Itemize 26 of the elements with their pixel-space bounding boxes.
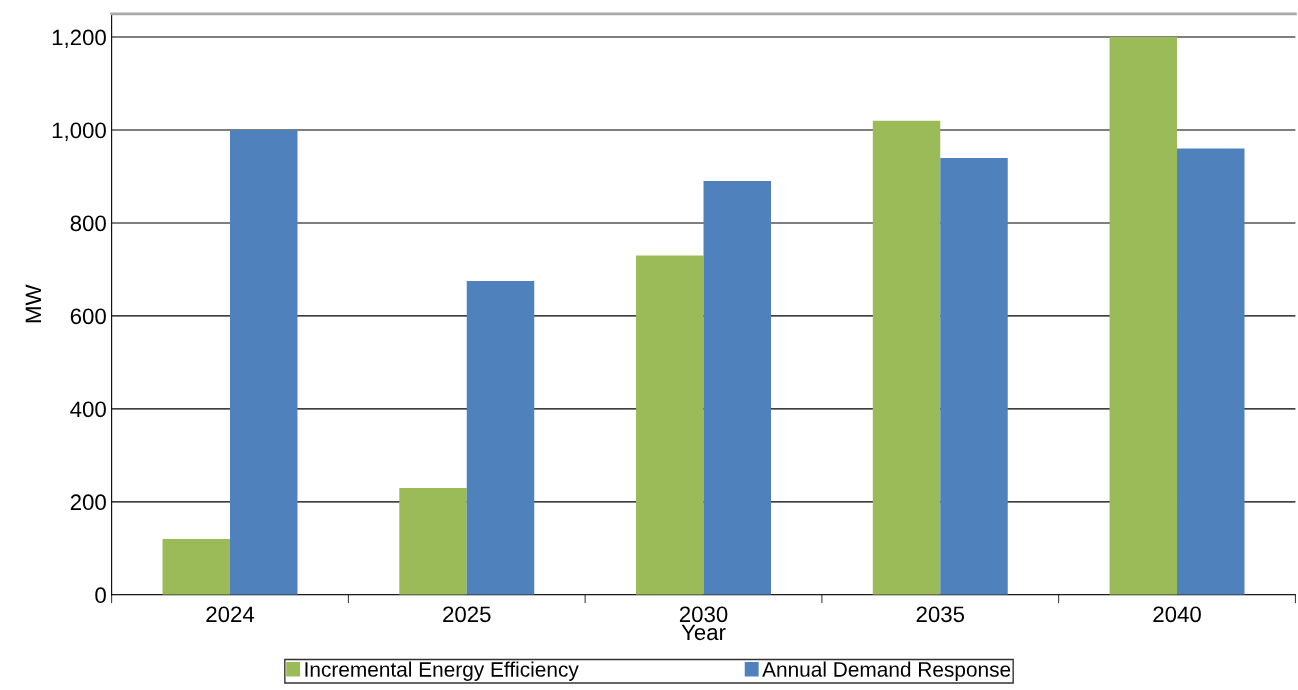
y-tick-label: 600 bbox=[70, 308, 106, 325]
y-tick-label: 0 bbox=[95, 587, 106, 604]
y-tick-label: 1,000 bbox=[52, 122, 106, 141]
x-tick-label: 2035 bbox=[916, 606, 965, 623]
bar bbox=[162, 539, 231, 595]
bar bbox=[1177, 148, 1245, 595]
y-tick-label: 200 bbox=[70, 494, 106, 511]
x-tick-label: 2024 bbox=[206, 606, 255, 623]
bar bbox=[466, 281, 535, 595]
y-tick-label: 1,200 bbox=[52, 29, 106, 48]
x-tick-label: 2025 bbox=[443, 606, 491, 623]
x-tick-label: 2040 bbox=[1153, 606, 1201, 623]
bar bbox=[872, 120, 941, 595]
bar bbox=[1109, 37, 1178, 595]
legend-label: Incremental Energy Efficiency bbox=[305, 661, 579, 681]
bar bbox=[230, 130, 298, 595]
y-tick-label: 400 bbox=[70, 401, 106, 418]
x-tick-label: 2030 bbox=[679, 606, 728, 623]
bar bbox=[399, 487, 467, 595]
bar bbox=[703, 181, 771, 595]
y-tick-label: 800 bbox=[70, 215, 106, 232]
x-axis-title: Year bbox=[681, 624, 726, 641]
bar bbox=[940, 157, 1008, 595]
y-axis-title: MW bbox=[25, 284, 41, 323]
bar bbox=[636, 255, 704, 595]
legend-label: Annual Demand Response bbox=[762, 661, 1011, 681]
